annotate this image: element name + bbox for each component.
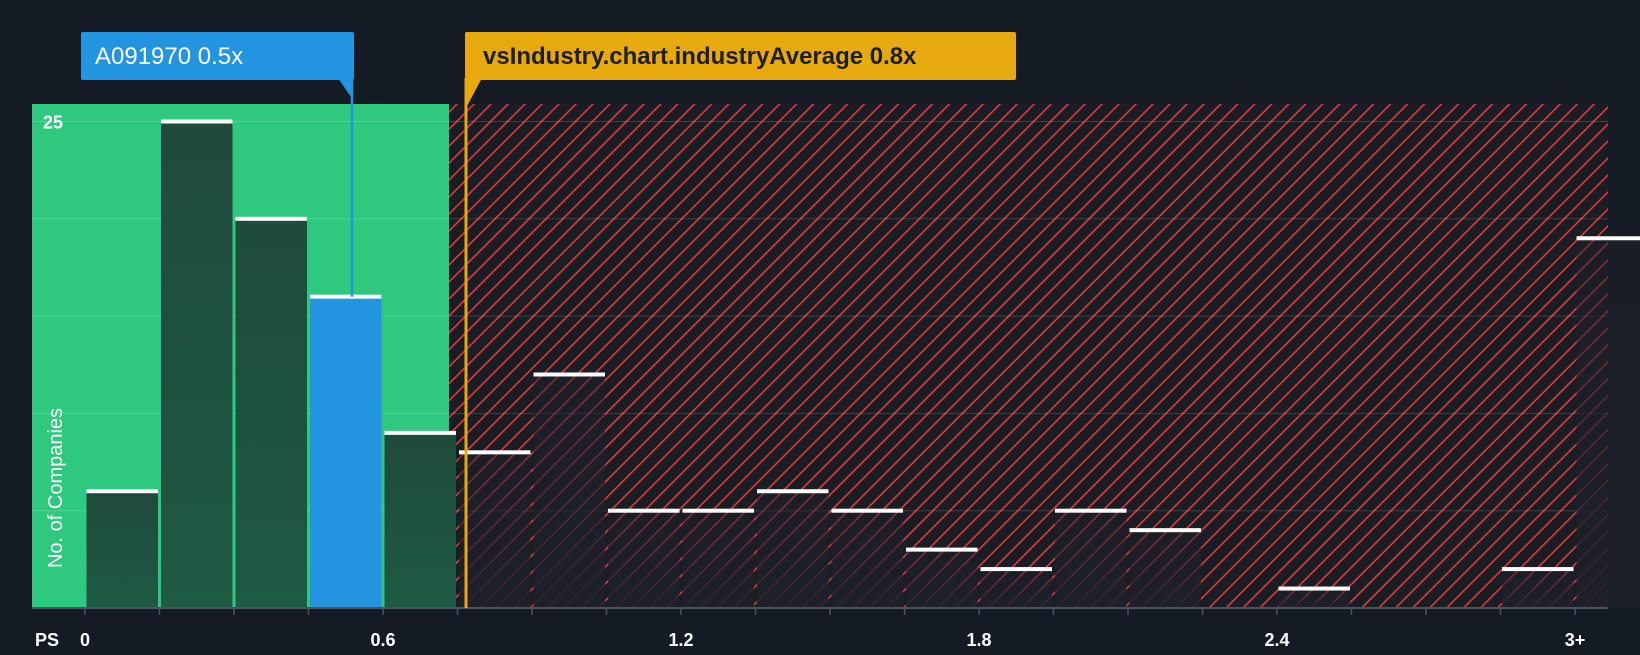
bar-cap (608, 509, 680, 513)
histogram-bar (981, 569, 1053, 608)
bar-cap (236, 217, 308, 221)
histogram-bar (385, 433, 457, 608)
histogram-bar (1055, 511, 1127, 608)
histogram-bar (906, 550, 978, 608)
bar-cap (757, 489, 829, 493)
bar-cap (385, 431, 457, 435)
histogram-bar (757, 491, 829, 608)
subject-bar (310, 297, 382, 608)
bar-cap (906, 548, 978, 552)
x-tick-label: 2.4 (1264, 630, 1289, 650)
y-axis-label: No. of Companies (45, 408, 67, 568)
industry-average-label: vsIndustry.chart.industryAverage 0.8x (483, 43, 917, 70)
histogram-bar (459, 452, 531, 608)
histogram-bar (1577, 238, 1640, 608)
bar-cap (832, 509, 904, 513)
bar-cap (683, 509, 755, 513)
subject-pointer (338, 78, 353, 100)
bar-cap (534, 372, 606, 376)
histogram-bar (87, 491, 159, 608)
histogram-bar (534, 374, 606, 608)
x-tick-label: 1.2 (668, 630, 693, 650)
bar-cap (459, 450, 531, 454)
histogram-bar (608, 511, 680, 608)
bar-cap (1577, 236, 1640, 240)
x-tick-label: 1.8 (966, 630, 991, 650)
x-tick-label: 0.6 (370, 630, 395, 650)
histogram-bar (1130, 530, 1202, 608)
histogram-bar (161, 122, 233, 608)
histogram-bar (1502, 569, 1574, 608)
bar-cap (1130, 528, 1202, 532)
x-axis (32, 608, 1640, 615)
industry-average-pointer (467, 78, 482, 106)
histogram-bar (236, 219, 308, 608)
bar-cap (1055, 509, 1127, 513)
x-tick-label: 3+ (1565, 630, 1586, 650)
histogram-bar (1279, 589, 1351, 608)
x-tick-label: 0 (80, 630, 90, 650)
bar-cap (1502, 567, 1574, 571)
bar-cap (161, 120, 233, 124)
bar-cap (310, 295, 382, 299)
bar-cap (1279, 587, 1351, 591)
histogram-bar (832, 511, 904, 608)
x-axis-label: PS (35, 630, 59, 650)
bar-cap (981, 567, 1053, 571)
bar-cap (87, 489, 159, 493)
histogram-bar (683, 511, 755, 608)
subject-label: A091970 0.5x (95, 43, 243, 70)
y-tick-label: 25 (43, 113, 63, 133)
